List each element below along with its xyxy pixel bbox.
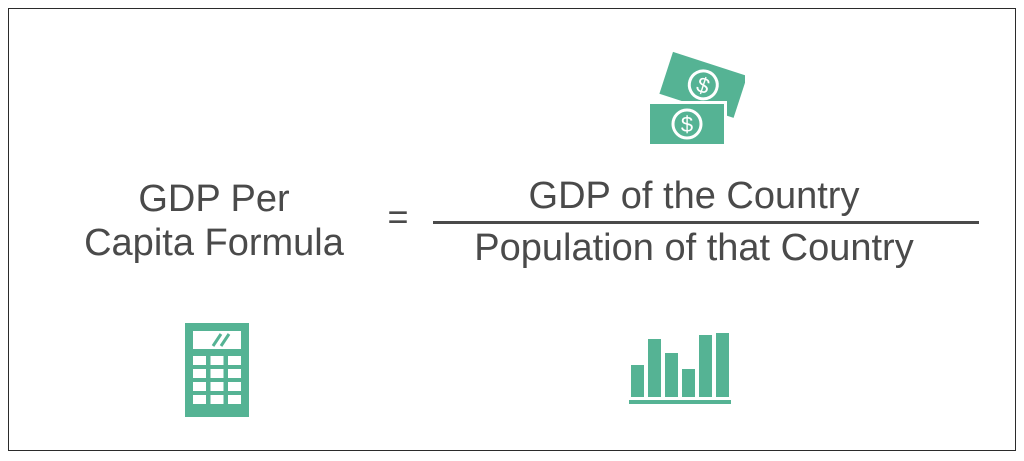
lhs-line-2: Capita Formula: [84, 222, 344, 264]
money-bills-icon: $ $: [647, 51, 745, 145]
bar-chart-icon: [629, 333, 731, 404]
formula-numerator: GDP of the Country: [528, 175, 860, 217]
dollar-glyph: $: [681, 112, 693, 137]
equals-sign: =: [387, 196, 409, 237]
formula-denominator: Population of that Country: [474, 227, 914, 269]
formula-card: $ $ GDP Per Capita Formula = GDP of the …: [8, 8, 1016, 451]
fraction-bar: [433, 221, 979, 224]
lhs-line-1: GDP Per: [138, 178, 290, 220]
formula-lhs: GDP Per Capita Formula: [39, 177, 389, 265]
calculator-icon: [185, 323, 249, 417]
